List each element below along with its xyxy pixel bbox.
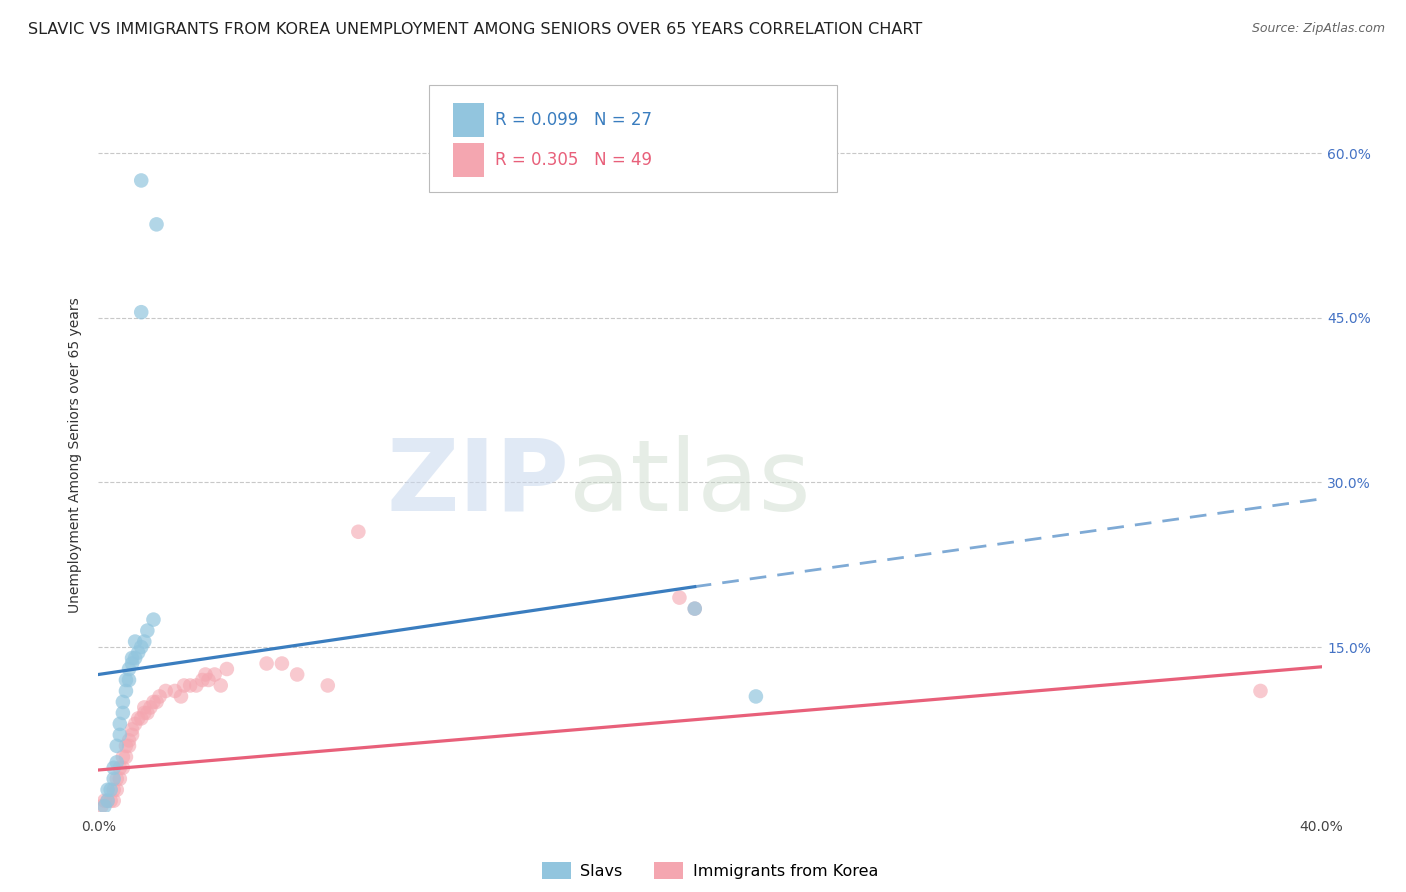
Point — [127, 711, 149, 725]
Point — [163, 684, 186, 698]
Point — [256, 657, 278, 671]
Point — [134, 700, 156, 714]
Point — [129, 640, 152, 654]
Point — [105, 782, 128, 797]
Point — [108, 761, 131, 775]
Point — [285, 667, 308, 681]
Point — [111, 695, 134, 709]
Point — [136, 706, 159, 720]
Point — [136, 624, 159, 638]
Point — [124, 651, 146, 665]
Text: R = 0.099   N = 27: R = 0.099 N = 27 — [495, 112, 652, 129]
Point — [100, 794, 122, 808]
Point — [1249, 684, 1271, 698]
Point — [111, 706, 134, 720]
Point — [124, 634, 146, 648]
Point — [209, 678, 232, 692]
Point — [316, 678, 339, 692]
Point — [108, 772, 131, 786]
Point — [745, 690, 768, 704]
Point — [683, 601, 706, 615]
Point — [347, 524, 370, 539]
Legend: Slavs, Immigrants from Korea: Slavs, Immigrants from Korea — [536, 855, 884, 886]
Point — [121, 728, 143, 742]
Point — [668, 591, 690, 605]
Point — [108, 717, 131, 731]
Point — [111, 761, 134, 775]
Point — [103, 772, 125, 786]
Point — [103, 794, 125, 808]
Point — [111, 749, 134, 764]
Point — [142, 613, 165, 627]
Point — [127, 646, 149, 660]
Point — [215, 662, 238, 676]
Point — [121, 723, 143, 737]
Point — [103, 782, 125, 797]
Point — [149, 690, 172, 704]
Text: R = 0.305   N = 49: R = 0.305 N = 49 — [495, 151, 652, 169]
Text: ZIP: ZIP — [387, 435, 569, 532]
Point — [129, 711, 152, 725]
Point — [118, 733, 141, 747]
Point — [105, 739, 128, 753]
Point — [186, 678, 208, 692]
Point — [145, 695, 167, 709]
Point — [118, 739, 141, 753]
Point — [170, 690, 193, 704]
Point — [90, 799, 112, 814]
Text: atlas: atlas — [569, 435, 811, 532]
Point — [115, 673, 138, 687]
Point — [197, 673, 219, 687]
Point — [129, 305, 152, 319]
Point — [155, 684, 177, 698]
Point — [683, 601, 706, 615]
Point — [97, 782, 120, 797]
Point — [194, 667, 217, 681]
Point — [118, 673, 141, 687]
Point — [121, 657, 143, 671]
Point — [100, 782, 122, 797]
Point — [121, 651, 143, 665]
Point — [124, 717, 146, 731]
Y-axis label: Unemployment Among Seniors over 65 years: Unemployment Among Seniors over 65 years — [69, 297, 83, 613]
Point — [270, 657, 292, 671]
Point — [129, 173, 152, 187]
Point — [134, 706, 156, 720]
Text: SLAVIC VS IMMIGRANTS FROM KOREA UNEMPLOYMENT AMONG SENIORS OVER 65 YEARS CORRELA: SLAVIC VS IMMIGRANTS FROM KOREA UNEMPLOY… — [28, 22, 922, 37]
Point — [115, 749, 138, 764]
Point — [93, 799, 115, 814]
Point — [105, 772, 128, 786]
Point — [105, 756, 128, 770]
Point — [97, 794, 120, 808]
Point — [204, 667, 226, 681]
Point — [139, 700, 162, 714]
Point — [134, 634, 156, 648]
Point — [115, 739, 138, 753]
Point — [191, 673, 214, 687]
Point — [97, 794, 120, 808]
Point — [118, 662, 141, 676]
Point — [173, 678, 195, 692]
Point — [108, 728, 131, 742]
Point — [145, 218, 167, 232]
Point — [103, 761, 125, 775]
Text: Source: ZipAtlas.com: Source: ZipAtlas.com — [1251, 22, 1385, 36]
Point — [115, 684, 138, 698]
Point — [142, 695, 165, 709]
Point — [93, 794, 115, 808]
Point — [179, 678, 201, 692]
